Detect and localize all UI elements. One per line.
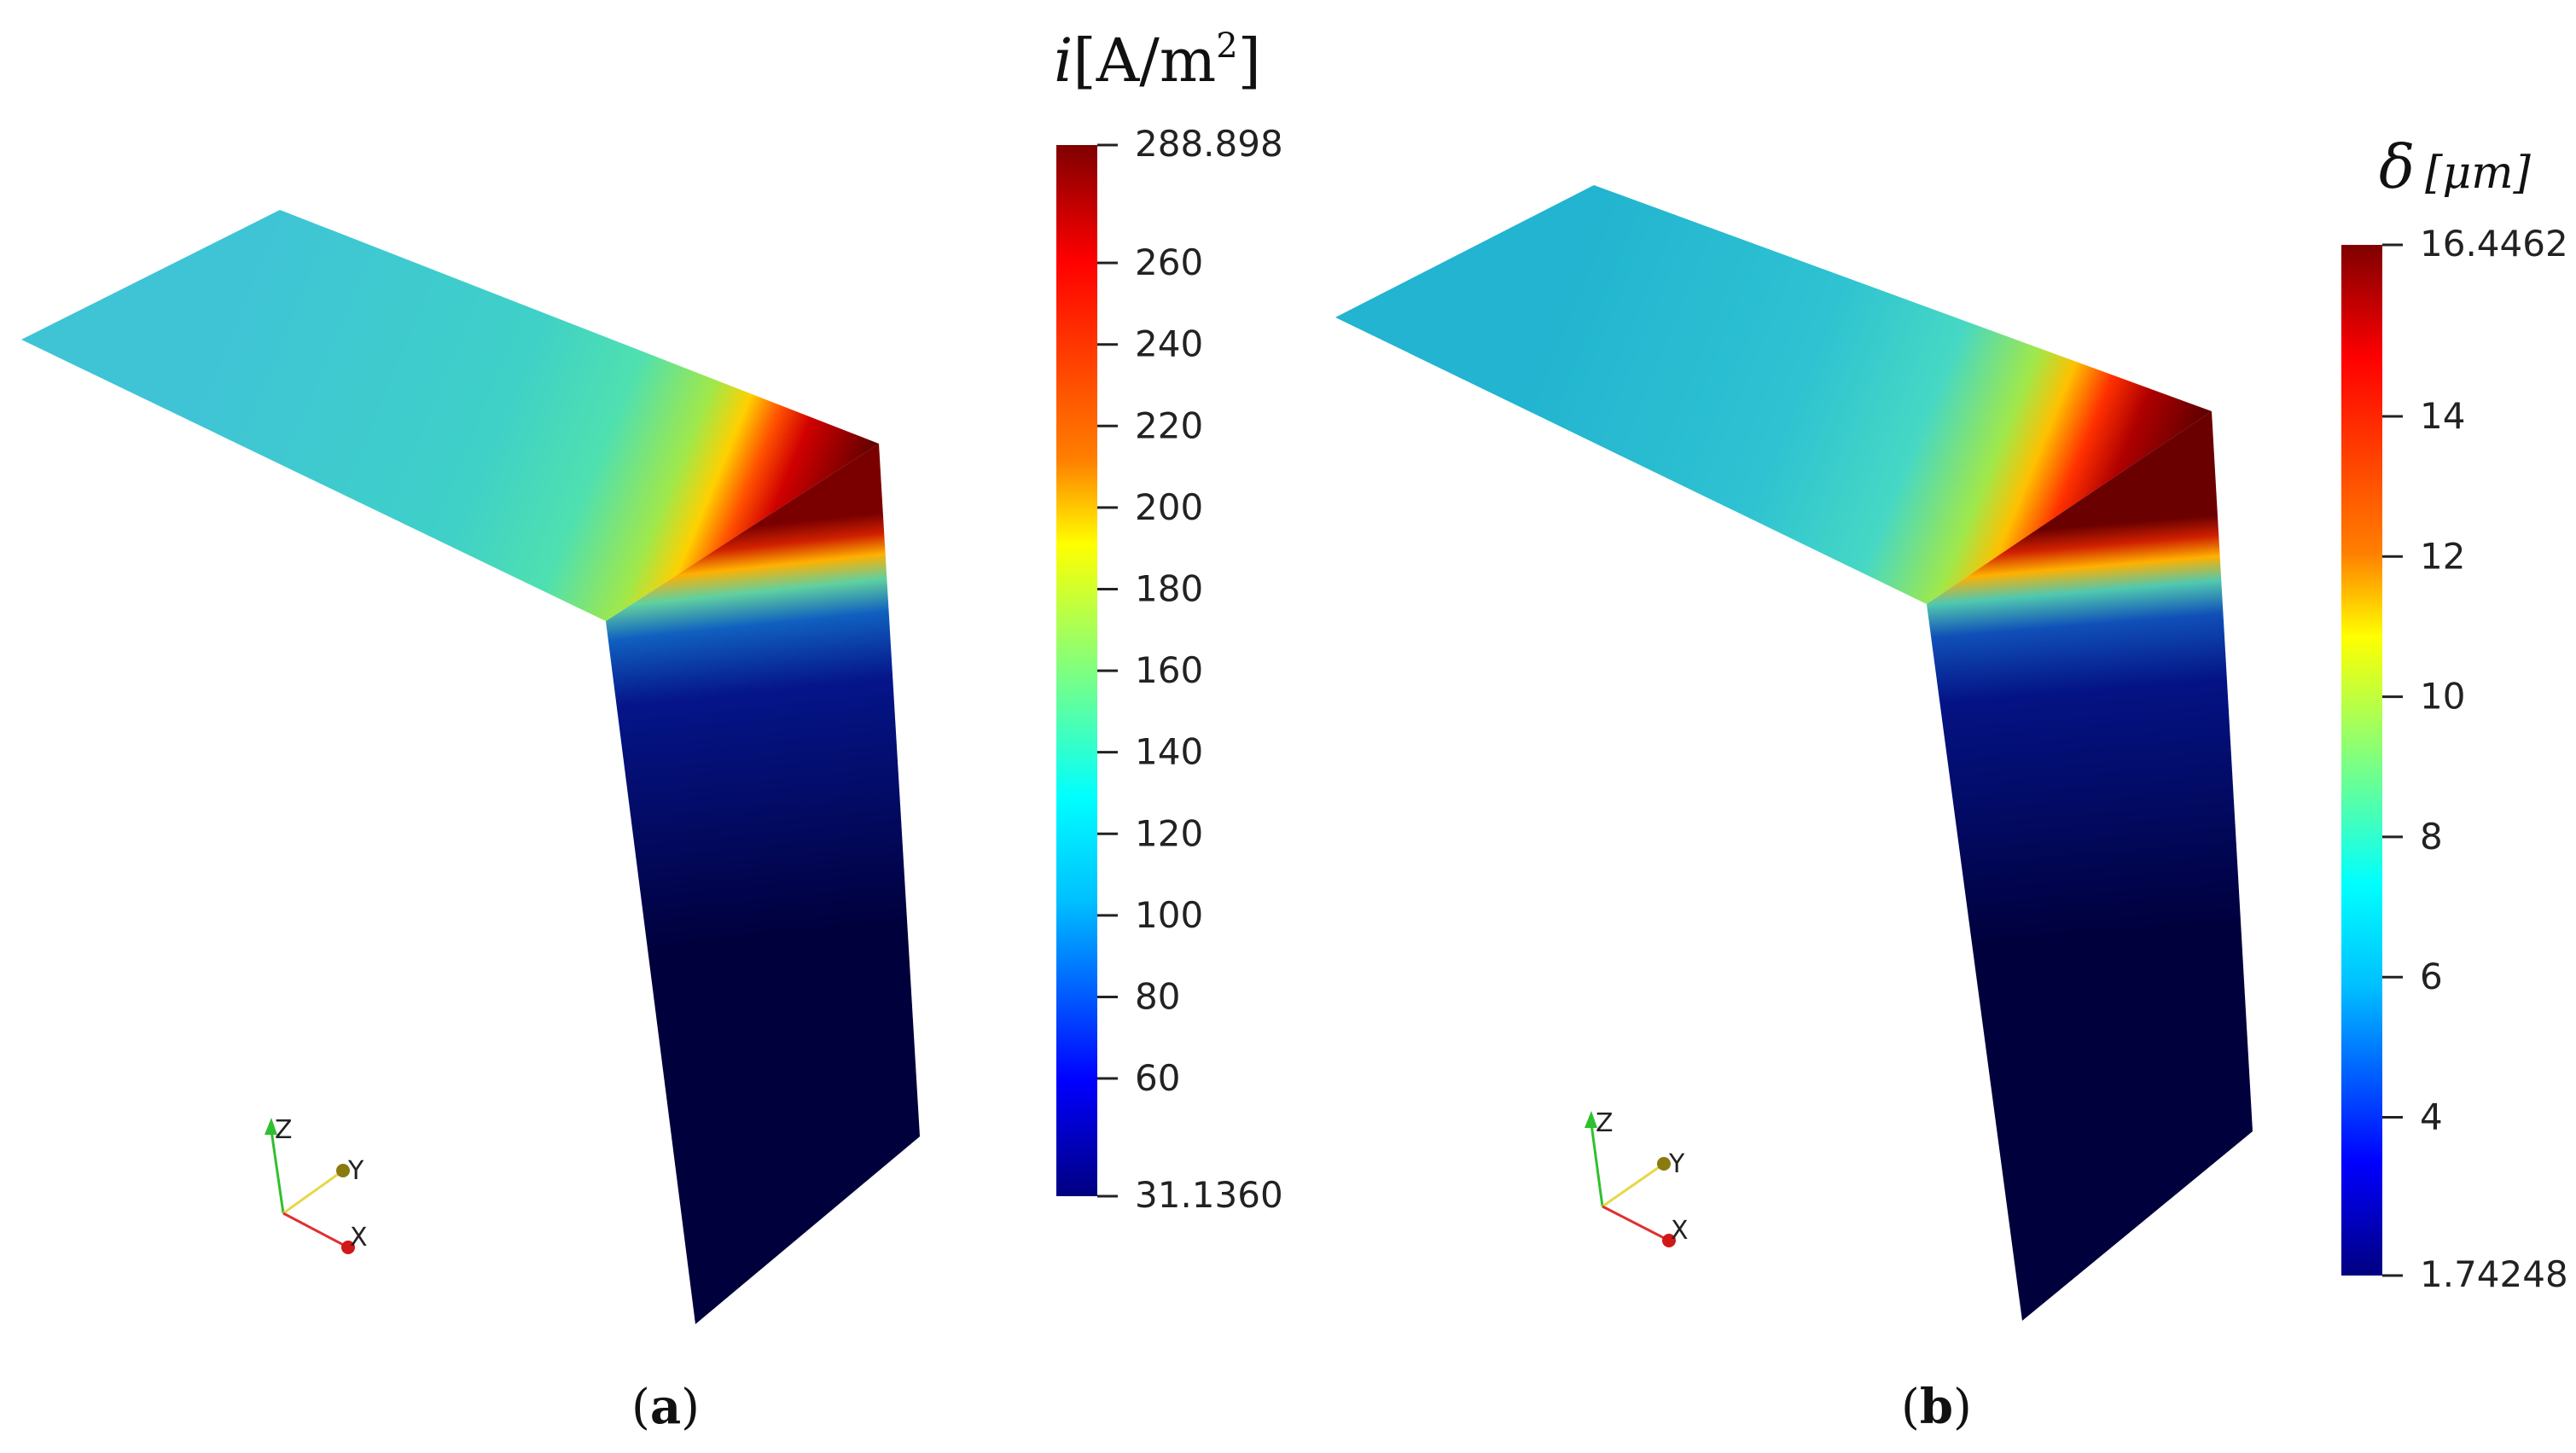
plate-mesh-a: [21, 210, 920, 1324]
z-axis-label: Z: [275, 1115, 293, 1145]
colorbar-a: i[A/m2] 288.898 31.1360 260 240 220 200 180 1…: [1054, 26, 1283, 1216]
colorbar-tick-label: 12: [2420, 535, 2465, 577]
plate-top-face-a: [21, 210, 879, 621]
x-axis-label: X: [1671, 1216, 1689, 1246]
colorbar-tick-label: 200: [1135, 486, 1203, 528]
colorbar-title-a: i[A/m2]: [1054, 26, 1261, 96]
z-axis-line: [269, 1124, 285, 1214]
plate-mesh-b: [1335, 185, 2253, 1321]
x-axis-arrow: [341, 1241, 355, 1254]
colorbar-max-label-a: 288.898: [1135, 123, 1283, 165]
z-axis-arrow: [1585, 1111, 1597, 1128]
x-axis-arrow: [1662, 1234, 1676, 1247]
colorbar-tick-label: 6: [2420, 956, 2443, 997]
z-axis-label: Z: [1596, 1108, 1614, 1138]
colorbar-ticks-a: 260 240 220 200 180 160 140 120 100 80 60: [1097, 241, 1203, 1099]
colorbar-tick-label: 14: [2420, 395, 2465, 437]
colorbar-title-b: δ [μm]: [2379, 132, 2532, 202]
colorbar-ticks-b: 14 12 10 8 6 4: [2382, 395, 2465, 1138]
colorbar-max-label-b: 16.4462: [2420, 223, 2568, 264]
colorbar-tick-label: 140: [1135, 731, 1203, 773]
colorbar-tick-label: 220: [1135, 404, 1203, 446]
colorbar-gradient-b: [2341, 245, 2382, 1276]
panel-b: Z Y X δ [μm] 16.4462 1.74248 14 12 10 8 6 4 (b…: [1335, 132, 2568, 1435]
z-axis-line: [1589, 1117, 1604, 1207]
colorbar-tick-label: 240: [1135, 323, 1203, 365]
y-axis-line: [1602, 1162, 1665, 1208]
caption-a: (a): [631, 1379, 700, 1435]
colorbar-tick-label: 100: [1135, 894, 1203, 936]
colorbar-min-label-b: 1.74248: [2420, 1253, 2568, 1295]
plate-side-face-a: [606, 444, 920, 1324]
colorbar-tick-label: 80: [1135, 975, 1180, 1017]
y-axis-arrow: [336, 1164, 350, 1177]
x-axis-line: [1602, 1205, 1670, 1242]
y-axis-arrow: [1657, 1157, 1671, 1171]
y-axis-line: [282, 1169, 344, 1215]
colorbar-min-label-a: 31.1360: [1135, 1174, 1283, 1216]
colorbar-b: δ [μm] 16.4462 1.74248 14 12 10 8 6 4: [2341, 132, 2568, 1295]
colorbar-tick-label: 180: [1135, 567, 1203, 609]
panel-a: Z Y X i[A/m2] 288.898 31.1360 2602402202…: [21, 26, 1283, 1435]
axes-triad-a: Z Y X: [265, 1115, 368, 1254]
colorbar-tick-label: 10: [2420, 676, 2465, 718]
colorbar-tick-label: 60: [1135, 1057, 1180, 1099]
plate-top-face-b: [1335, 185, 2212, 604]
x-axis-label: X: [350, 1223, 368, 1252]
x-axis-line: [282, 1212, 349, 1249]
y-axis-label: Y: [1668, 1149, 1685, 1179]
colorbar-tick-label: 160: [1135, 649, 1203, 691]
z-axis-arrow: [265, 1118, 277, 1135]
caption-b: (b): [1901, 1379, 1972, 1435]
colorbar-tick-label: 8: [2420, 816, 2443, 857]
colorbar-tick-label: 4: [2420, 1096, 2443, 1138]
plate-side-face-b: [1927, 411, 2253, 1321]
colorbar-tick-label: 120: [1135, 812, 1203, 854]
y-axis-label: Y: [347, 1156, 364, 1186]
axes-triad-b: Z Y X: [1585, 1108, 1689, 1247]
colorbar-gradient-a: [1056, 145, 1097, 1196]
colorbar-tick-label: 260: [1135, 241, 1203, 283]
